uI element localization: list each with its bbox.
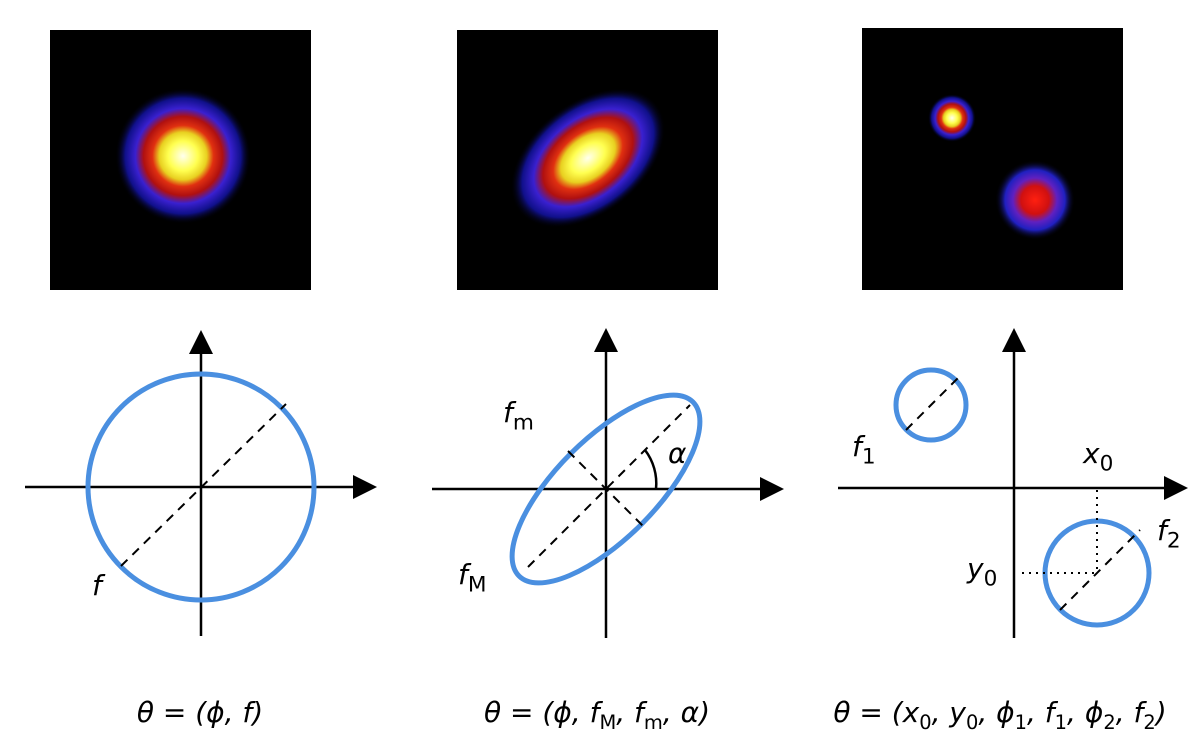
text-part: , ϕ bbox=[1067, 696, 1103, 729]
axis-label: f1 bbox=[852, 430, 876, 470]
subscript: 2 bbox=[1143, 711, 1155, 734]
diagram-1 bbox=[25, 352, 355, 636]
text-part: x bbox=[1082, 437, 1100, 470]
subscript: 0 bbox=[966, 711, 978, 734]
subscript: 1 bbox=[1055, 711, 1067, 734]
heatmap-2 bbox=[457, 30, 718, 290]
subscript: 1 bbox=[862, 445, 876, 470]
text-part: , ϕ bbox=[978, 696, 1014, 729]
subscript: M bbox=[599, 711, 616, 734]
text-part: θ = (ϕ, f bbox=[484, 696, 604, 729]
subscript: M bbox=[468, 573, 487, 598]
subscript: 0 bbox=[1100, 452, 1114, 477]
subscript: 0 bbox=[984, 567, 998, 592]
text-part: θ = (ϕ, f) bbox=[137, 696, 263, 729]
text-part: θ = (x bbox=[833, 696, 919, 729]
text-part: y bbox=[966, 552, 984, 585]
subscript: 2 bbox=[1103, 711, 1115, 734]
subscript: 1 bbox=[1015, 711, 1027, 734]
text-part: , α) bbox=[663, 696, 710, 729]
axis-label: fM bbox=[458, 558, 487, 598]
formula: θ = (x0, y0, ϕ1, f1, ϕ2, f2) bbox=[833, 696, 1166, 734]
axis-label: y0 bbox=[966, 552, 997, 592]
heatmap-3 bbox=[862, 28, 1123, 290]
diagram-3 bbox=[838, 350, 1166, 638]
subscript: m bbox=[513, 411, 534, 436]
axis-label: f2 bbox=[1157, 514, 1181, 554]
subscript: 0 bbox=[919, 711, 931, 734]
axis-label: x0 bbox=[1082, 437, 1113, 477]
text-part: f bbox=[92, 569, 106, 602]
axis-label: f bbox=[92, 569, 106, 602]
text-part: α bbox=[668, 437, 687, 470]
formula: θ = (ϕ, f) bbox=[137, 696, 263, 729]
text-part: ) bbox=[1154, 696, 1167, 729]
text-part: , y bbox=[932, 696, 967, 729]
subscript: m bbox=[644, 711, 663, 734]
axis-label: α bbox=[668, 437, 687, 470]
axis-label: fm bbox=[503, 396, 534, 436]
figure: fθ = (ϕ, f)fmfMαθ = (ϕ, fM, fm, α)f1x0f2… bbox=[0, 0, 1188, 737]
formula: θ = (ϕ, fM, fm, α) bbox=[484, 696, 710, 734]
heatmap-1 bbox=[50, 30, 311, 290]
subscript: 2 bbox=[1167, 529, 1181, 554]
